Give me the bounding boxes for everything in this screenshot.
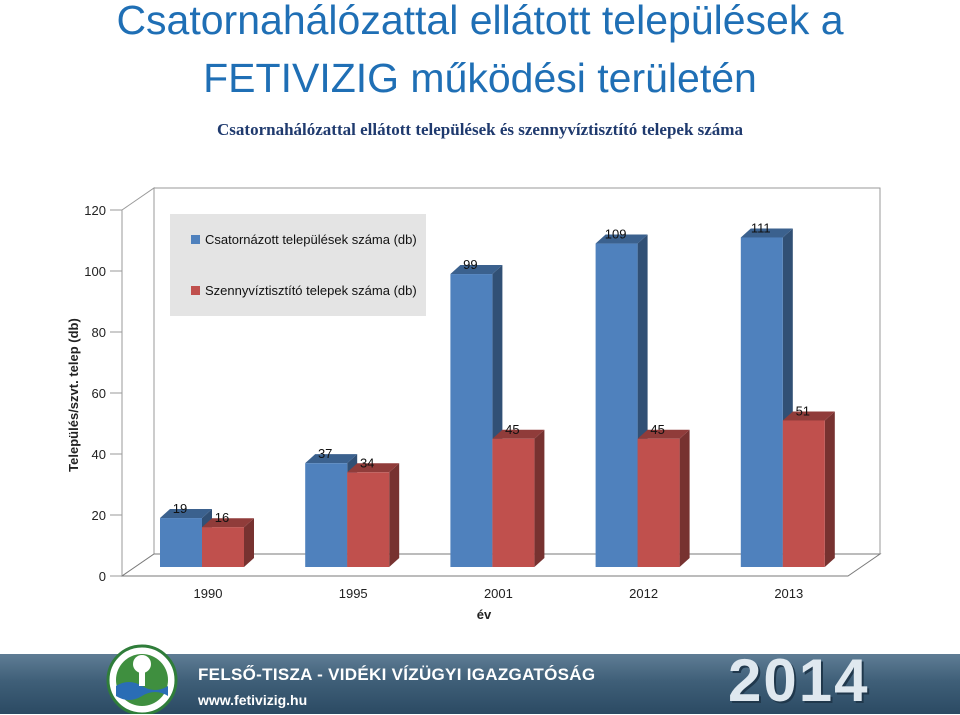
legend-background [170,214,426,316]
y-axis-label: Település/szvt. telep (db) [66,318,81,472]
chart-bars [160,228,835,568]
x-tick-label: 2012 [629,586,658,601]
data-label: 51 [796,403,810,418]
legend-entry-series-2: Szennyvíztisztító telepek száma (db) [205,283,417,298]
chart-legend: Csatornázott települések száma (db) Szen… [170,214,426,316]
data-label: 99 [463,257,477,272]
bar-2012-series-2 [637,429,690,567]
legend-swatch-series-2 [191,286,200,295]
y-tick-label: 20 [92,508,106,523]
footer-website: www.fetivizig.hu [198,692,308,708]
y-tick-label: 0 [99,569,106,584]
data-label: 45 [650,422,664,437]
data-label: 45 [505,422,519,437]
data-labels: 19 16 37 34 99 45 109 45 111 51 [173,220,810,525]
y-tick-label: 60 [92,386,106,401]
data-label: 16 [215,510,229,525]
data-label: 37 [318,446,332,461]
y-tick-label: 40 [92,447,106,462]
legend-entry-series-1: Csatornázott települések száma (db) [205,232,417,247]
footer-year: 2014 [728,647,870,714]
y-tick-label: 120 [84,203,106,218]
data-label: 111 [751,220,771,235]
y-tick-label: 100 [84,264,106,279]
organization-logo [106,644,178,714]
page-title-line-1: Csatornahálózattal ellátott települések … [116,0,844,43]
page-title-line-2: FETIVIZIG működési területén [203,55,757,101]
data-label: 34 [360,455,374,470]
x-tick-label: 1990 [194,586,223,601]
footer-organization-name: FELSŐ-TISZA - VIDÉKI VÍZÜGYI IGAZGATÓSÁG [198,665,596,684]
footer-banner: FELSŐ-TISZA - VIDÉKI VÍZÜGYI IGAZGATÓSÁG… [0,640,960,714]
bar-2013-series-2 [782,411,835,567]
bar-1990-series-2 [202,518,254,567]
data-label: 19 [173,501,187,516]
x-axis-label: év [477,607,492,622]
chart-side-wall [121,187,155,577]
bar-1995-series-2 [347,463,400,567]
y-tick-label: 80 [92,325,106,340]
data-label: 109 [605,227,627,242]
chart-subtitle: Csatornahálózattal ellátott települések … [217,120,743,139]
bar-chart: 0 20 40 60 80 100 120 19 16 37 34 99 45 109 45 111 51 1… [66,187,882,622]
x-tick-label: 1995 [339,586,368,601]
legend-swatch-series-1 [191,235,200,244]
x-axis-ticks: 1990 1995 2001 2012 2013 [194,586,804,601]
x-tick-label: 2001 [484,586,513,601]
y-axis-ticks: 0 20 40 60 80 100 120 [84,203,122,584]
bar-2001-series-2 [492,429,545,567]
x-tick-label: 2013 [774,586,803,601]
